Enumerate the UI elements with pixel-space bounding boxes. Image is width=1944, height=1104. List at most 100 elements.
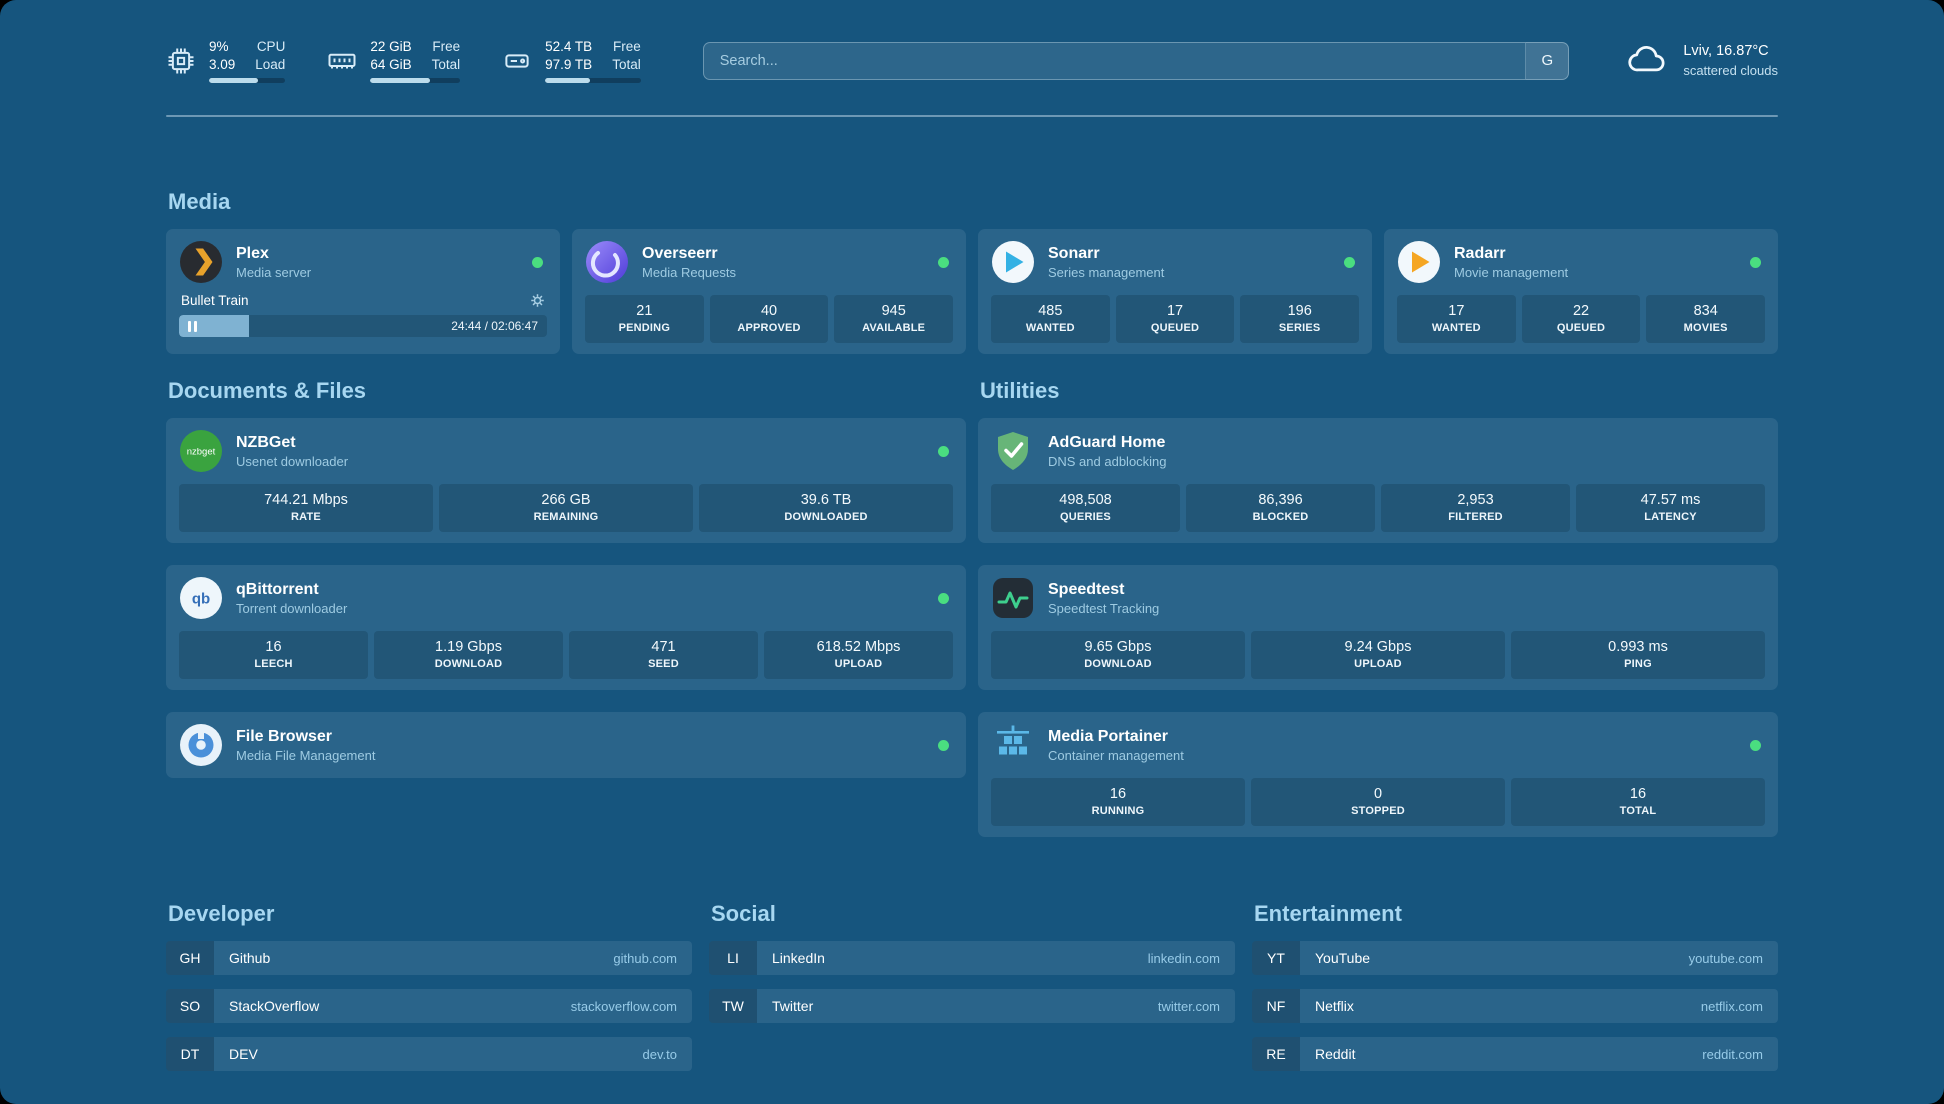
service-description: Usenet downloader bbox=[236, 453, 349, 469]
status-dot-online bbox=[1750, 256, 1761, 268]
stat-value: 744.21 Mbps bbox=[264, 492, 348, 508]
service-header: AdGuard Home DNS and adblocking bbox=[991, 429, 1765, 473]
stat-tile: 16 LEECH bbox=[179, 631, 368, 679]
status-dot-online bbox=[938, 445, 949, 457]
cpu-widget: 9% CPU 3.09 Load bbox=[166, 38, 286, 83]
service-name: Radarr bbox=[1454, 244, 1506, 262]
disk-widget: 52.4 TB Free 97.9 TB Total bbox=[502, 38, 641, 83]
service-info: Plex Media server bbox=[236, 245, 311, 280]
service-card-nzbget[interactable]: nzbget NZBGet Usenet downloader bbox=[166, 418, 966, 543]
bookmark-item[interactable]: GH Github github.com bbox=[166, 941, 692, 975]
cloud-icon bbox=[1625, 36, 1669, 85]
service-header: Media Portainer Container management bbox=[991, 723, 1765, 767]
sonarr-icon bbox=[991, 240, 1035, 284]
service-name: qBittorrent bbox=[236, 580, 319, 598]
bookmark-item[interactable]: LI LinkedIn linkedin.com bbox=[709, 941, 1235, 975]
memory-icon bbox=[327, 46, 357, 76]
stat-label: SEED bbox=[648, 658, 679, 670]
search-provider-button[interactable]: G bbox=[1525, 41, 1570, 80]
service-info: qBittorrent Torrent downloader bbox=[236, 581, 347, 616]
service-header: Sonarr Series management bbox=[991, 240, 1359, 284]
resource-label: Free bbox=[432, 39, 461, 54]
stat-value: 40 bbox=[760, 303, 778, 319]
stat-label: LEECH bbox=[254, 658, 293, 670]
service-name: Sonarr bbox=[1048, 244, 1100, 262]
weather-widget: Lviv, 16.87°C scattered clouds bbox=[1625, 36, 1778, 85]
weather-location: Lviv, 16.87°C bbox=[1683, 42, 1769, 59]
bookmark-group-title: Developer bbox=[168, 901, 275, 926]
bookmark-item[interactable]: DT DEV dev.to bbox=[166, 1037, 692, 1071]
service-name: Speedtest bbox=[1048, 580, 1125, 598]
stat-tile: 22 QUEUED bbox=[1521, 295, 1641, 343]
service-card-portainer[interactable]: Media Portainer Container management 16 … bbox=[978, 712, 1778, 837]
stat-value: 47.57 ms bbox=[1640, 492, 1701, 508]
resource-widgets: 9% CPU 3.09 Load bbox=[166, 38, 641, 83]
service-card-plex[interactable]: Plex Media server Bullet Train bbox=[166, 229, 560, 354]
pause-icon[interactable] bbox=[188, 320, 197, 332]
weather-condition: scattered clouds bbox=[1683, 62, 1778, 78]
disk-values: 52.4 TB Free 97.9 TB Total bbox=[545, 38, 641, 73]
bookmark-item[interactable]: TW Twitter twitter.com bbox=[709, 989, 1235, 1023]
stat-tile: 945 AVAILABLE bbox=[834, 295, 954, 343]
section-documents: Documents & Files nzbget NZBGet Usenet d… bbox=[166, 378, 966, 778]
bookmark-group-title: Entertainment bbox=[1254, 901, 1402, 926]
stat-value: 22 bbox=[1572, 303, 1590, 319]
utilities-cards: AdGuard Home DNS and adblocking 498,508 … bbox=[978, 418, 1778, 837]
bookmark-abbr: YT bbox=[1252, 941, 1300, 975]
service-card-speedtest[interactable]: Speedtest Speedtest Tracking 9.65 Gbps D… bbox=[978, 565, 1778, 690]
stat-value: 2,953 bbox=[1457, 492, 1494, 508]
service-description: Torrent downloader bbox=[236, 600, 348, 616]
stat-tile: 0 STOPPED bbox=[1251, 778, 1505, 826]
search-input[interactable] bbox=[702, 41, 1526, 80]
stat-value: 498,508 bbox=[1059, 492, 1112, 508]
playback-progressbar[interactable]: 24:44 / 02:06:47 bbox=[179, 315, 547, 337]
cpu-progressbar bbox=[209, 78, 286, 83]
service-info: NZBGet Usenet downloader bbox=[236, 434, 348, 469]
bookmark-item[interactable]: NF Netflix netflix.com bbox=[1252, 989, 1778, 1023]
bookmark-group-developer: Developer GH Github github.com SO StackO… bbox=[166, 901, 692, 1071]
documents-cards: nzbget NZBGet Usenet downloader bbox=[166, 418, 966, 778]
stat-tile: 196 SERIES bbox=[1240, 295, 1360, 343]
settings-gear-icon[interactable] bbox=[530, 293, 545, 308]
service-card-overseerr[interactable]: Overseerr Media Requests 21 PENDING bbox=[572, 229, 966, 354]
status-dot-online bbox=[1750, 739, 1761, 751]
bookmark-item[interactable]: SO StackOverflow stackoverflow.com bbox=[166, 989, 692, 1023]
stat-tile: 471 SEED bbox=[569, 631, 758, 679]
stat-tile: 40 APPROVED bbox=[709, 295, 829, 343]
stat-tile: 47.57 ms LATENCY bbox=[1576, 484, 1765, 532]
stat-label: DOWNLOAD bbox=[434, 658, 503, 670]
service-header: Radarr Movie management bbox=[1397, 240, 1765, 284]
bookmark-name: Reddit bbox=[1315, 1046, 1356, 1062]
resource-value: 97.9 TB bbox=[545, 57, 593, 72]
filebrowser-icon bbox=[179, 723, 223, 767]
cpu-values: 9% CPU 3.09 Load bbox=[209, 38, 285, 73]
service-card-filebrowser[interactable]: File Browser Media File Management bbox=[166, 712, 966, 778]
stat-tile: 834 MOVIES bbox=[1646, 295, 1766, 343]
bookmark-abbr: TW bbox=[709, 989, 757, 1023]
weather-readout: Lviv, 16.87°C scattered clouds bbox=[1683, 42, 1778, 80]
status-dot-online bbox=[938, 592, 949, 604]
service-name: NZBGet bbox=[236, 433, 296, 451]
disk-progress-fill bbox=[545, 78, 591, 83]
service-card-radarr[interactable]: Radarr Movie management 17 WANTED bbox=[1384, 229, 1778, 354]
playback-time: 24:44 / 02:06:47 bbox=[451, 319, 538, 333]
bookmark-item[interactable]: RE Reddit reddit.com bbox=[1252, 1037, 1778, 1071]
stat-value: 39.6 TB bbox=[800, 492, 852, 508]
resource-label: Free bbox=[612, 39, 641, 54]
service-stats: 16 LEECH 1.19 Gbps DOWNLOAD 47 bbox=[179, 631, 953, 679]
bookmark-list: YT YouTube youtube.com NF Netflix netfli… bbox=[1252, 941, 1778, 1071]
service-card-qbittorrent[interactable]: qb qBittorrent Torrent downloader bbox=[166, 565, 966, 690]
bookmark-domain: github.com bbox=[613, 950, 677, 966]
service-card-adguard[interactable]: AdGuard Home DNS and adblocking 498,508 … bbox=[978, 418, 1778, 543]
service-card-sonarr[interactable]: Sonarr Series management 485 WANTED bbox=[978, 229, 1372, 354]
radarr-icon bbox=[1397, 240, 1441, 284]
service-description: DNS and adblocking bbox=[1048, 453, 1167, 469]
section-title-media: Media bbox=[168, 189, 231, 214]
resource-value: 3.09 bbox=[209, 57, 236, 72]
bookmark-domain: stackoverflow.com bbox=[570, 998, 677, 1014]
bookmark-abbr: NF bbox=[1252, 989, 1300, 1023]
bookmark-item[interactable]: YT YouTube youtube.com bbox=[1252, 941, 1778, 975]
stat-label: PING bbox=[1624, 658, 1652, 670]
stat-value: 16 bbox=[265, 639, 282, 655]
bookmark-list: GH Github github.com SO StackOverflow st… bbox=[166, 941, 692, 1071]
